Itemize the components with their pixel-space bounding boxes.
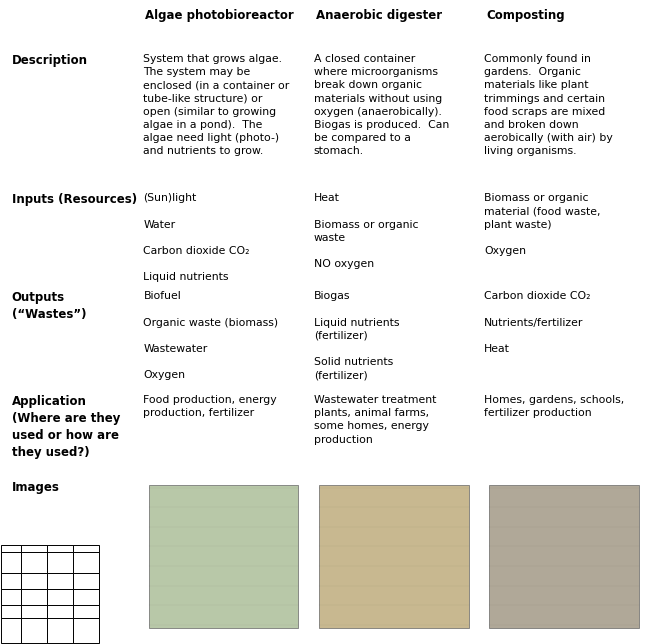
- Text: Biomass or organic
material (food waste,
plant waste)

Oxygen: Biomass or organic material (food waste,…: [484, 193, 601, 256]
- Text: Food production, energy
production, fertilizer: Food production, energy production, fert…: [144, 395, 277, 419]
- Text: Anaerobic digester: Anaerobic digester: [316, 9, 441, 22]
- Text: Commonly found in
gardens.  Organic
materials like plant
trimmings and certain
f: Commonly found in gardens. Organic mater…: [484, 54, 613, 156]
- Bar: [73, 605, 99, 618]
- Text: Images: Images: [12, 482, 60, 495]
- Bar: [1, 573, 21, 589]
- Text: Wastewater treatment
plants, animal farms,
some homes, energy
production: Wastewater treatment plants, animal farm…: [314, 395, 436, 445]
- Text: Algae photobioreactor: Algae photobioreactor: [145, 9, 294, 22]
- Text: Application
(Where are they
used or how are
they used?): Application (Where are they used or how …: [12, 395, 120, 459]
- Text: Carbon dioxide CO₂

Nutrients/fertilizer

Heat: Carbon dioxide CO₂ Nutrients/fertilizer …: [484, 291, 590, 354]
- Bar: [1, 551, 21, 573]
- Bar: [47, 589, 73, 605]
- Bar: [21, 605, 47, 618]
- Bar: [47, 605, 73, 618]
- Bar: [73, 589, 99, 605]
- Text: A closed container
where microorganisms
break down organic
materials without usi: A closed container where microorganisms …: [314, 54, 449, 156]
- Text: Homes, gardens, schools,
fertilizer production: Homes, gardens, schools, fertilizer prod…: [484, 395, 625, 419]
- Bar: [73, 545, 99, 551]
- Text: Outputs
(“Wastes”): Outputs (“Wastes”): [12, 291, 87, 321]
- Bar: [47, 618, 73, 643]
- Bar: [1, 618, 21, 643]
- Bar: [47, 573, 73, 589]
- Text: Biofuel

Organic waste (biomass)

Wastewater

Oxygen

(Algae - food source): Biofuel Organic waste (biomass) Wastewat…: [144, 291, 279, 407]
- Bar: [21, 589, 47, 605]
- Bar: [73, 551, 99, 573]
- Text: Description: Description: [12, 54, 88, 67]
- Text: Composting: Composting: [486, 9, 565, 22]
- Bar: [47, 551, 73, 573]
- Bar: [1, 545, 21, 551]
- Bar: [21, 573, 47, 589]
- Bar: [73, 618, 99, 643]
- Bar: [1, 605, 21, 618]
- Text: System that grows algae.
The system may be
enclosed (in a container or
tube-like: System that grows algae. The system may …: [144, 54, 290, 156]
- Bar: [73, 573, 99, 589]
- Text: Biogas

Liquid nutrients
(fertilizer)

Solid nutrients
(fertilizer): Biogas Liquid nutrients (fertilizer) Sol…: [314, 291, 400, 381]
- Bar: [21, 618, 47, 643]
- Bar: [1, 589, 21, 605]
- Bar: [21, 551, 47, 573]
- Bar: [489, 485, 639, 628]
- Bar: [319, 485, 469, 628]
- Text: Heat

Biomass or organic
waste

NO oxygen: Heat Biomass or organic waste NO oxygen: [314, 193, 419, 269]
- Bar: [21, 545, 47, 551]
- Bar: [47, 545, 73, 551]
- Text: Inputs (Resources): Inputs (Resources): [12, 193, 137, 206]
- Text: (Sun)light

Water

Carbon dioxide CO₂

Liquid nutrients: (Sun)light Water Carbon dioxide CO₂ Liqu…: [144, 193, 250, 283]
- Bar: [148, 485, 298, 628]
